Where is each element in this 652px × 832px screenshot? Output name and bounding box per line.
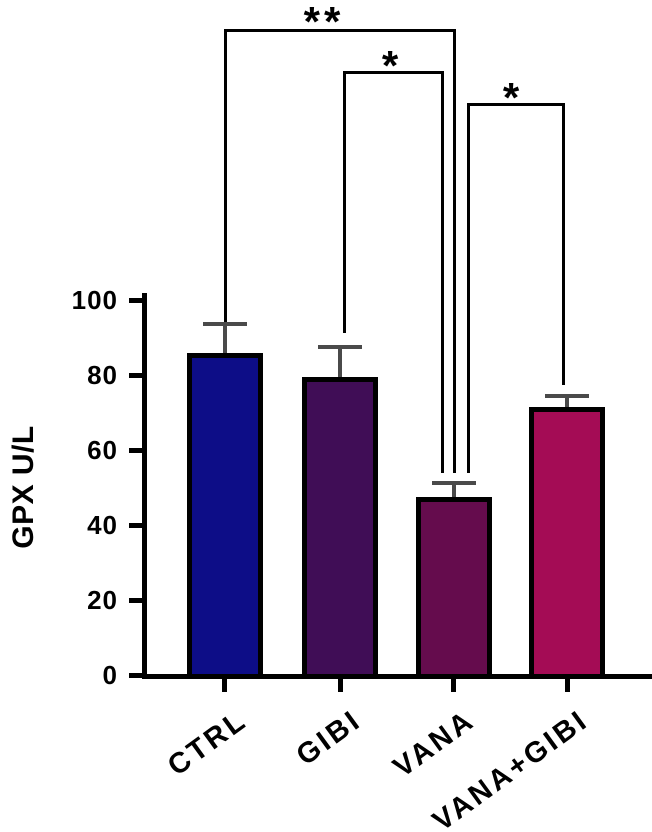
sig-bracket-ctrl-vana-top bbox=[224, 29, 456, 32]
y-tick bbox=[129, 373, 143, 378]
y-tick bbox=[129, 673, 143, 678]
sig-bracket-gibi-vana-right-drop bbox=[441, 71, 444, 473]
sig-bracket-vana-vanagibi-top bbox=[467, 103, 565, 106]
x-category-label-gibi: GIBI bbox=[291, 704, 368, 772]
y-axis-line bbox=[142, 293, 147, 679]
error-bar-whisker-ctrl bbox=[222, 324, 227, 359]
error-bar-whisker-gibi bbox=[338, 346, 342, 383]
sig-bracket-vana-vanagibi-left-drop bbox=[467, 103, 470, 473]
error-bar-cap-ctrl bbox=[202, 322, 247, 327]
y-tick-label: 20 bbox=[87, 585, 118, 615]
x-category-label-ctrl: CTRL bbox=[161, 704, 253, 783]
sig-bracket-gibi-vana-left-drop bbox=[343, 71, 346, 333]
y-tick-label: 80 bbox=[87, 360, 118, 390]
y-tick bbox=[129, 448, 143, 453]
x-axis-line bbox=[142, 674, 652, 679]
bar-ctrl bbox=[186, 352, 263, 679]
sig-bracket-ctrl-vana-right-drop bbox=[453, 29, 456, 473]
sig-bracket-ctrl-vana-left-drop bbox=[224, 29, 227, 322]
sig-label-vana-vanagibi: * bbox=[502, 74, 520, 121]
bar-vana bbox=[415, 496, 492, 679]
y-tick bbox=[129, 523, 143, 528]
sig-label-ctrl-vana: ** bbox=[303, 0, 345, 45]
bar-vana-gibi bbox=[529, 406, 605, 679]
bar-gibi bbox=[302, 376, 378, 679]
x-tick bbox=[222, 679, 227, 692]
error-bar-cap-gibi bbox=[318, 344, 362, 349]
error-bar-whisker-vana bbox=[451, 483, 456, 503]
y-tick-label: 100 bbox=[71, 285, 118, 315]
sig-bracket-gibi-vana-top bbox=[343, 71, 444, 74]
y-tick-label: 0 bbox=[102, 660, 118, 690]
sig-bracket-vana-vanagibi-right-drop bbox=[562, 103, 565, 385]
error-bar-cap-vana bbox=[431, 481, 476, 485]
error-bar-whisker-vana-gibi bbox=[565, 396, 569, 413]
error-bar-cap-vana-gibi bbox=[545, 394, 589, 399]
y-tick bbox=[129, 298, 143, 303]
y-axis-title: GPX U/L bbox=[7, 425, 40, 549]
y-tick-label: 40 bbox=[87, 510, 118, 540]
y-tick-label: 60 bbox=[87, 435, 118, 465]
x-category-label-vana: VANA bbox=[387, 704, 481, 784]
x-tick bbox=[338, 679, 343, 692]
sig-label-gibi-vana: * bbox=[381, 42, 399, 89]
x-tick bbox=[565, 679, 570, 692]
y-tick bbox=[129, 598, 143, 603]
x-tick bbox=[451, 679, 456, 692]
